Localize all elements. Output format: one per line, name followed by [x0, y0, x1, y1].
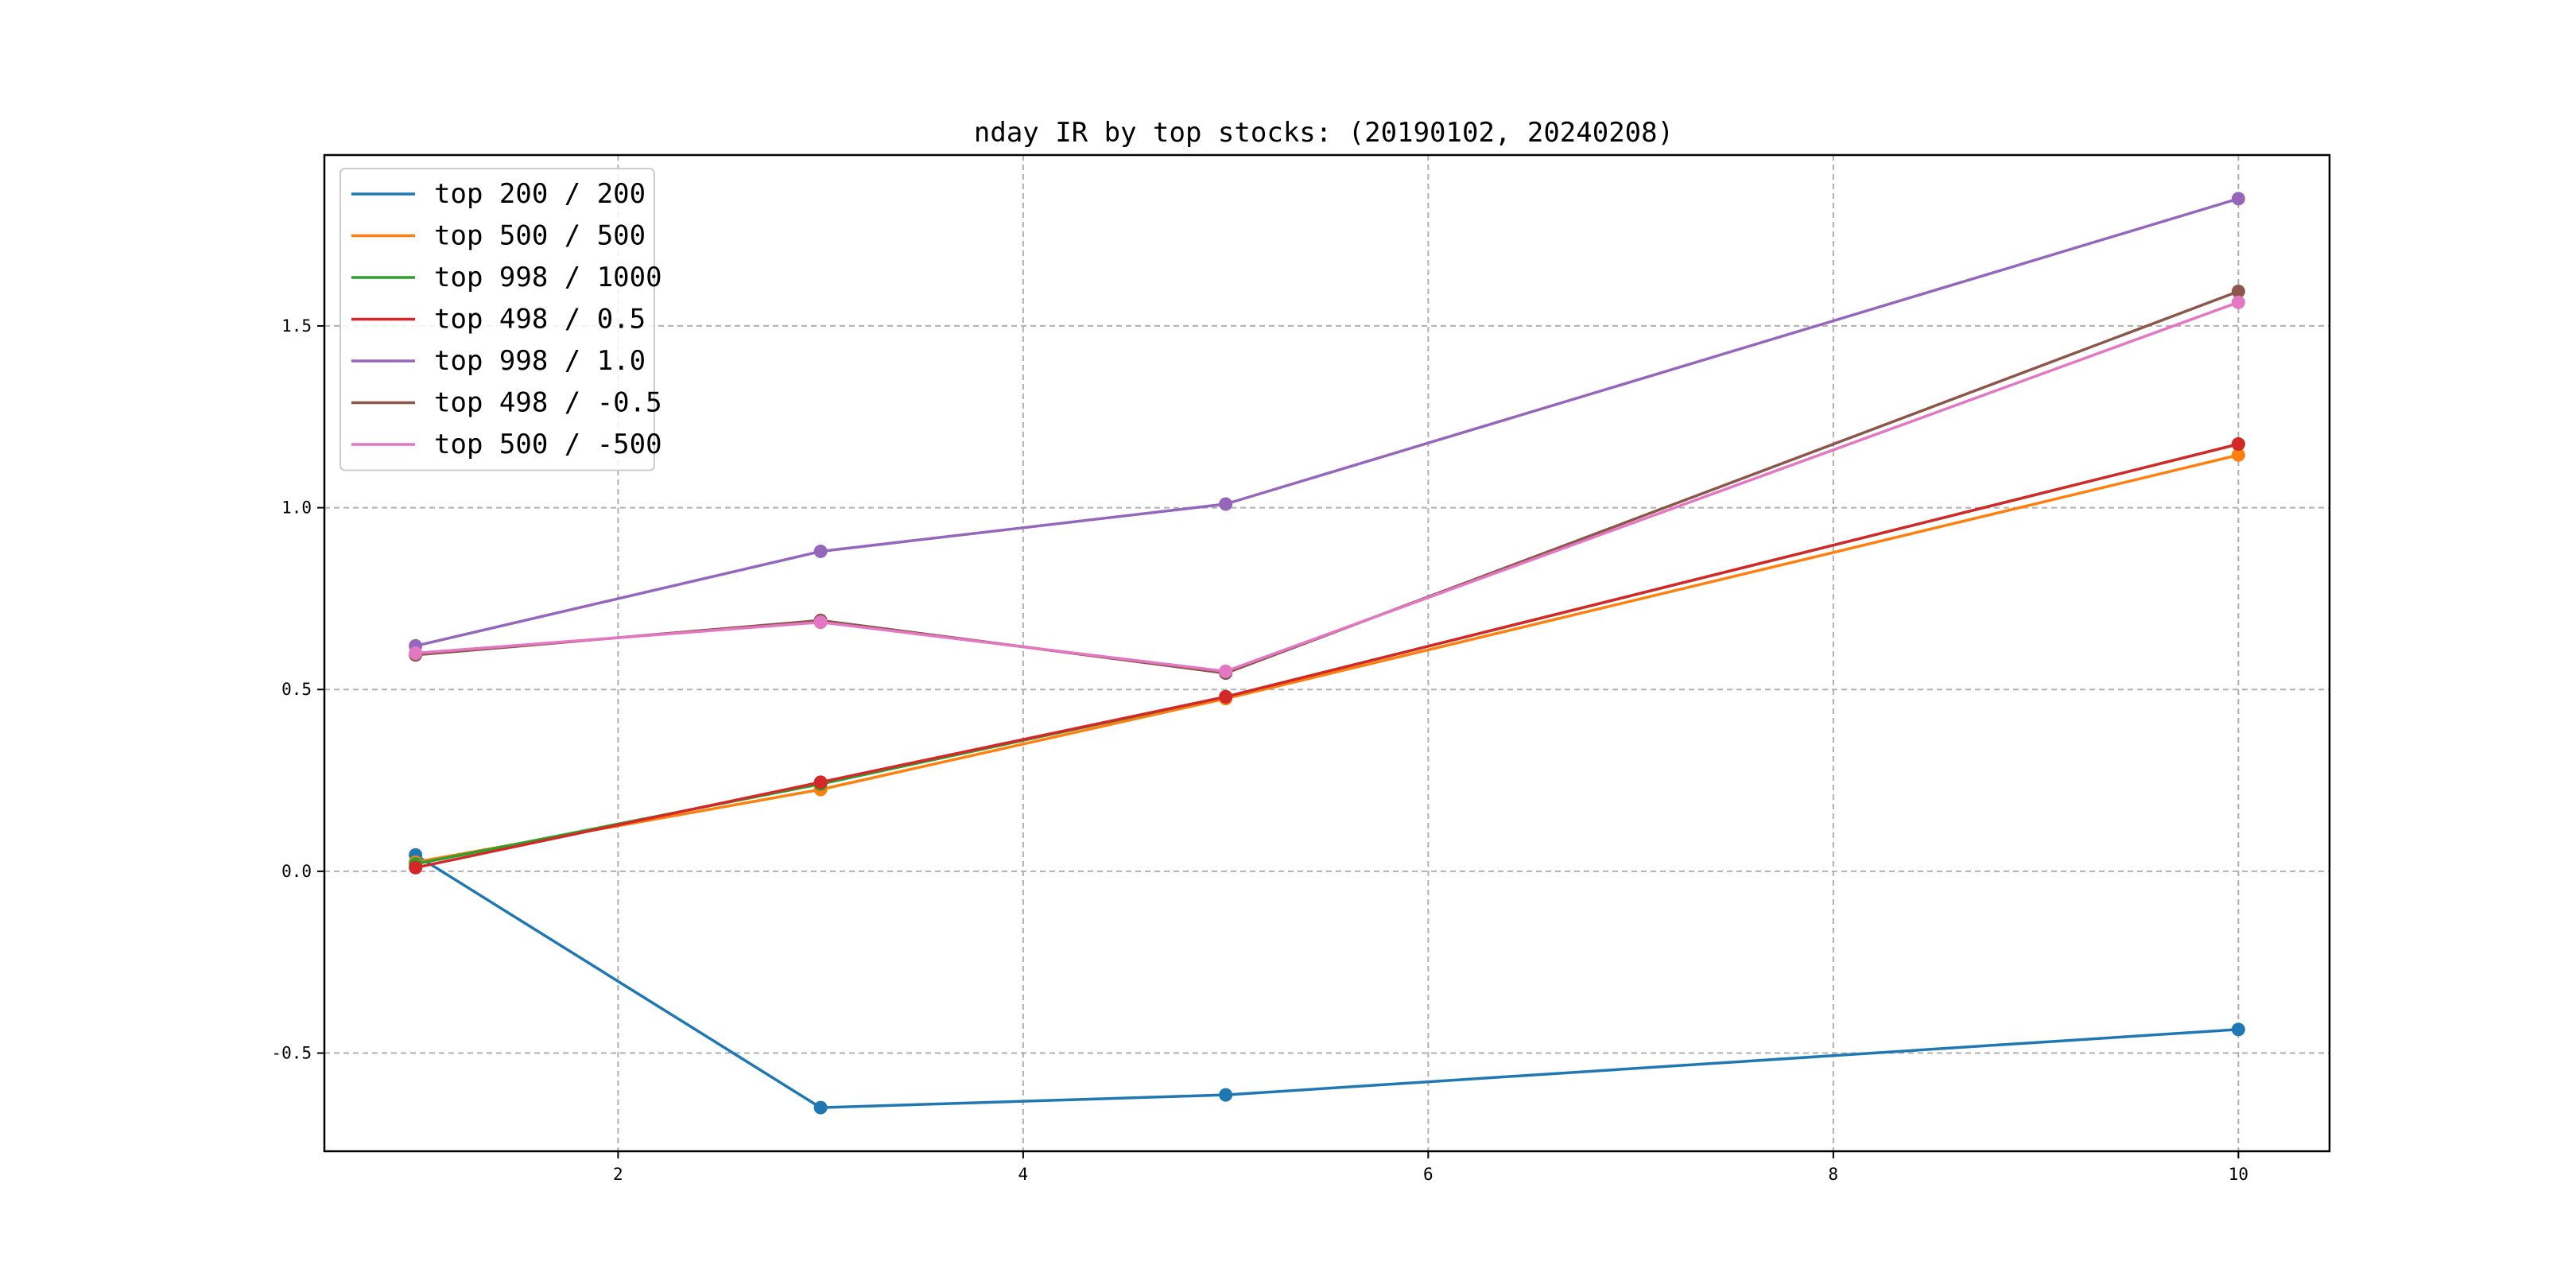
x-tick-label: 8	[1829, 1165, 1839, 1184]
legend-label: top 498 / 0.5	[434, 304, 646, 336]
grid-layer	[324, 155, 2330, 1151]
series-1-point	[2231, 448, 2245, 462]
y-tick-label: 0.5	[281, 680, 312, 699]
legend-label: top 500 / 500	[434, 220, 646, 252]
legend-label: top 998 / 1000	[434, 262, 662, 293]
chart-title: nday IR by top stocks: (20190102, 202402…	[974, 117, 1674, 149]
series-3-point	[813, 775, 828, 789]
series-6-point	[813, 615, 828, 630]
series-6-point	[409, 646, 423, 660]
legend-label: top 498 / -0.5	[434, 387, 662, 419]
series-line-3	[415, 442, 2239, 870]
x-tick-label: 4	[1018, 1165, 1029, 1184]
legend-label: top 998 / 1.0	[434, 345, 646, 377]
series-3-point	[1219, 689, 1233, 704]
series-6-point	[1219, 664, 1233, 678]
legend-label: top 200 / 200	[434, 178, 646, 210]
x-tick-label: 6	[1423, 1165, 1433, 1184]
y-tick-label: 0.0	[281, 862, 312, 881]
legend-box	[339, 168, 655, 471]
series-0-point	[1219, 1088, 1233, 1102]
series-5-point	[2231, 284, 2245, 298]
series-line-0	[414, 853, 2239, 1109]
series-3-point	[2231, 437, 2245, 452]
series-line-6	[415, 301, 2239, 673]
series-layer	[409, 192, 2245, 1115]
y-tick-label: 1.5	[281, 316, 312, 336]
series-6-point	[2231, 295, 2245, 309]
series-4-point	[813, 544, 828, 558]
chart-legend: top 200 / 200 top 500 / 500 top 998 / 1000…	[339, 168, 662, 471]
x-tick-label: 10	[2229, 1165, 2248, 1184]
y-tick-label: 1.0	[281, 499, 312, 518]
x-tick-label: 2	[613, 1165, 623, 1184]
series-0-point	[813, 1100, 828, 1115]
series-4-point	[2231, 192, 2245, 206]
legend-label: top 500 / -500	[434, 429, 662, 460]
series-3-point	[409, 860, 423, 875]
series-line-4	[415, 197, 2239, 648]
series-0-point	[2231, 1022, 2245, 1037]
series-4-point	[1219, 497, 1233, 511]
y-tick-label: -0.5	[271, 1044, 312, 1063]
tick-layer: 2 4 6 8 10 -0.5 0.0 0.5 1.0 1.5	[271, 316, 2248, 1184]
plot-frame	[323, 153, 2331, 1153]
